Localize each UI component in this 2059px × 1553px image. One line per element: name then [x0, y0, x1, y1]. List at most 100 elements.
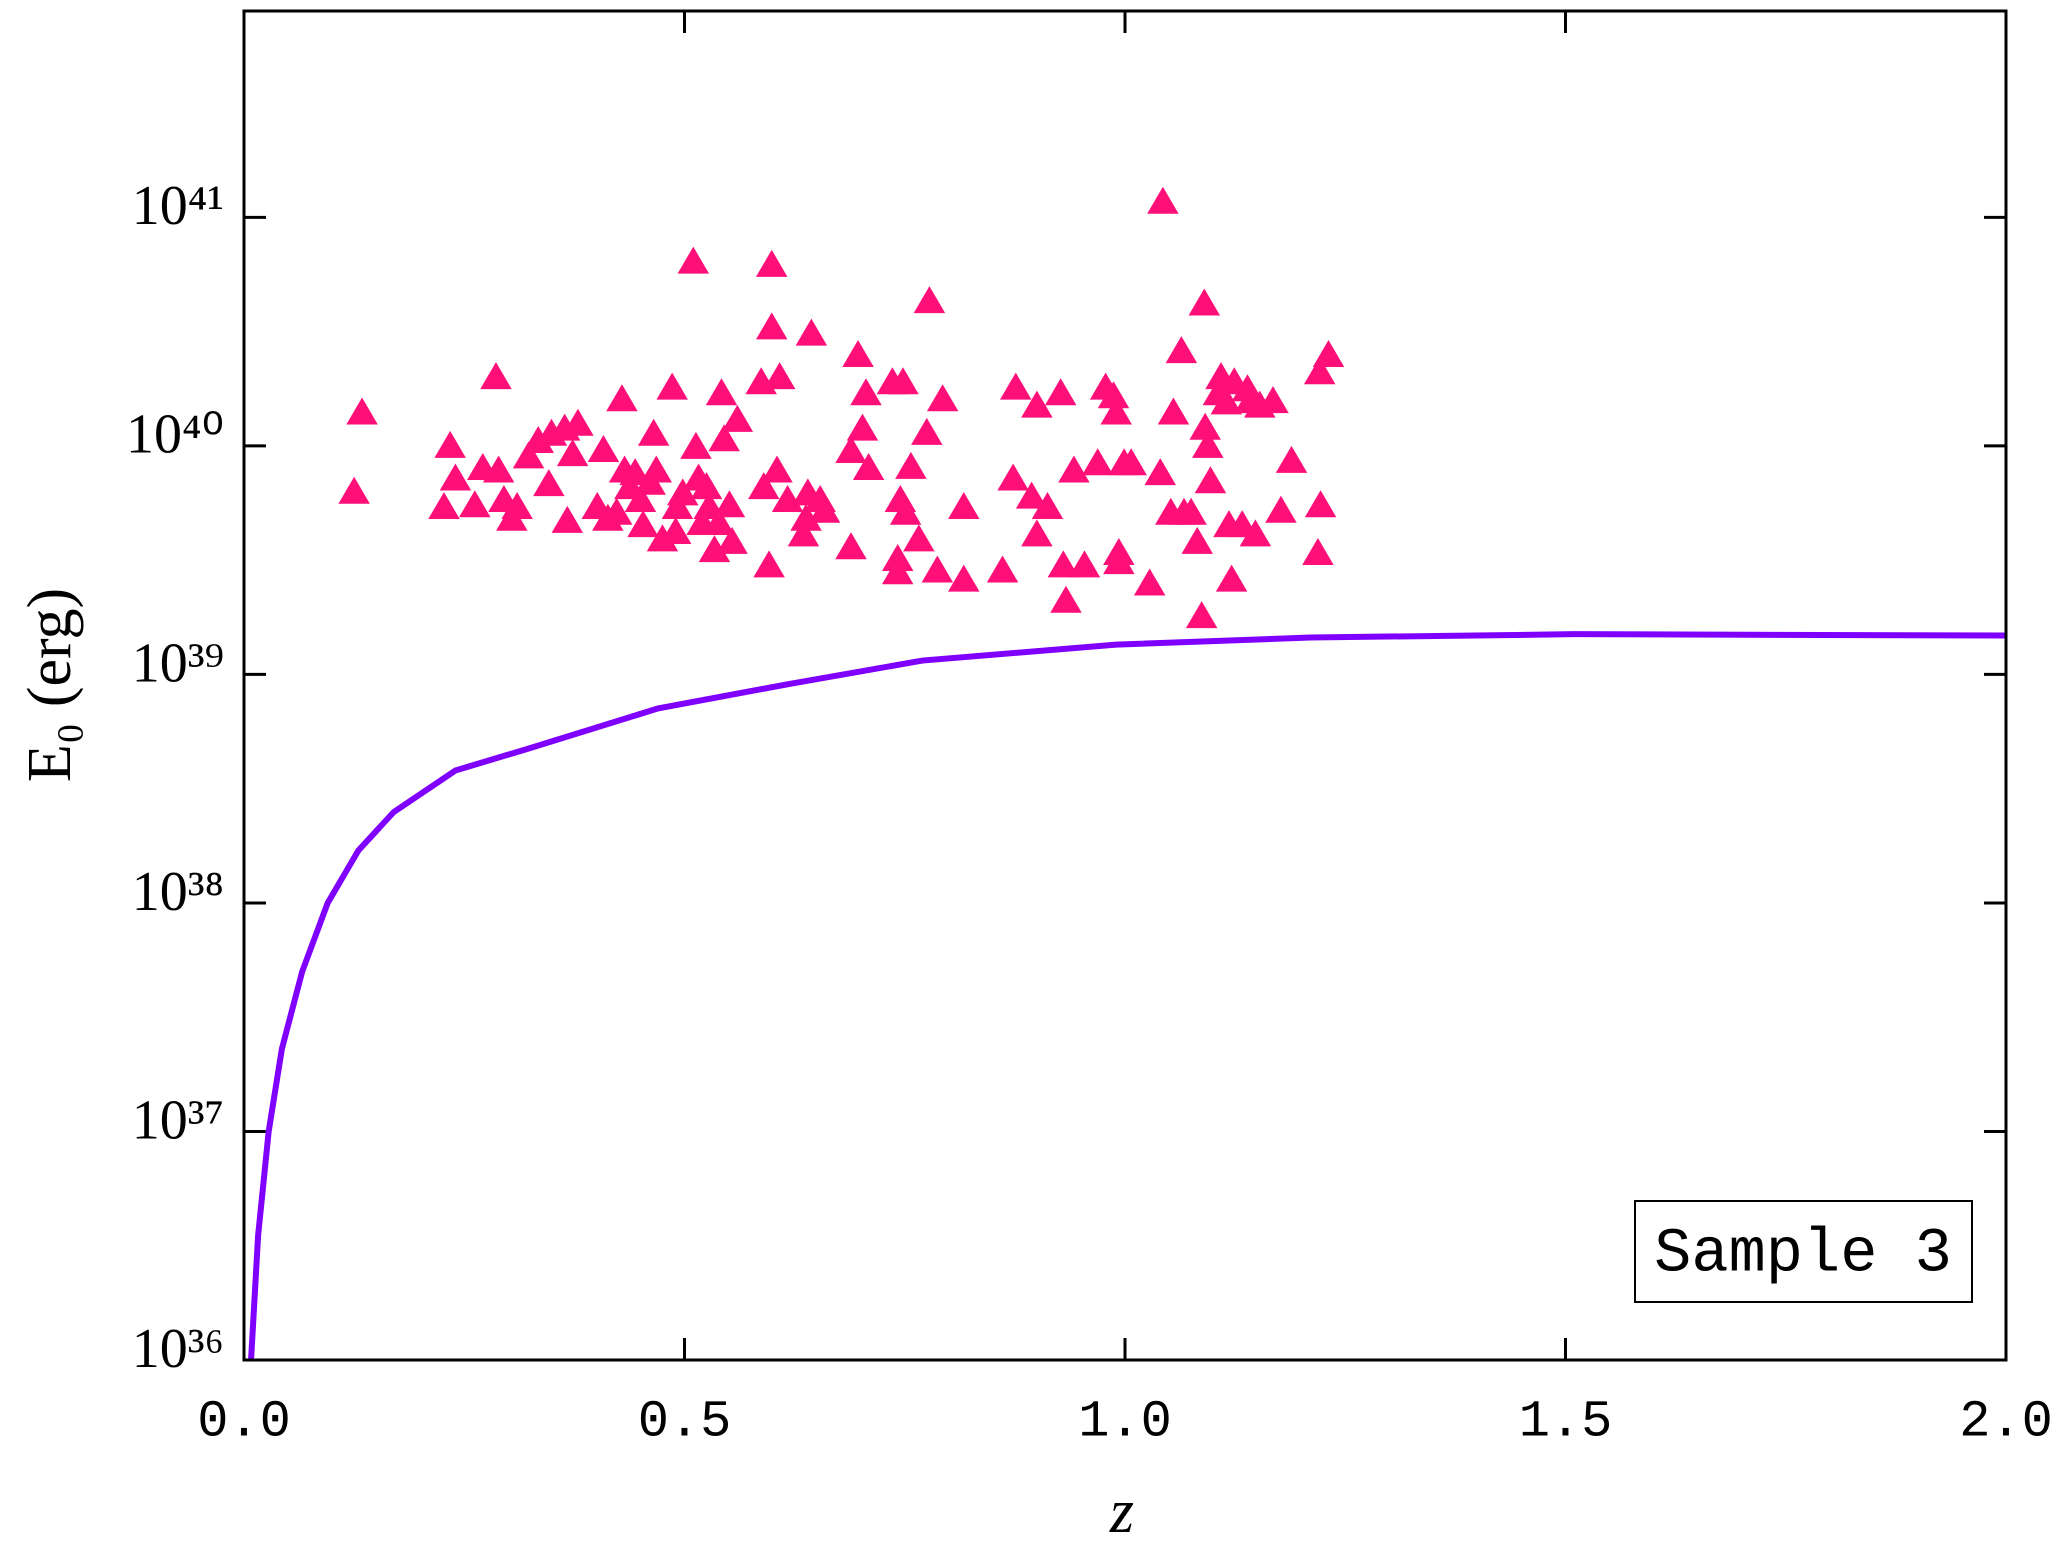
- x-tick-label: 0.0: [197, 1393, 291, 1452]
- triangle-marker: [600, 497, 633, 525]
- triangle-marker: [338, 476, 370, 504]
- triangle-marker: [842, 339, 874, 367]
- triangle-marker: [1081, 448, 1114, 476]
- x-tick-label: 2.0: [1959, 1393, 2053, 1452]
- triangle-marker: [1103, 547, 1135, 575]
- triangle-marker: [1015, 481, 1048, 509]
- triangle-marker: [640, 455, 673, 483]
- triangle-marker: [913, 286, 946, 314]
- plot-frame: [242, 9, 2008, 1362]
- triangle-marker: [1175, 497, 1207, 525]
- triangle-marker: [1231, 374, 1264, 402]
- triangle-marker: [835, 532, 867, 560]
- triangle-marker: [661, 492, 694, 520]
- triangle-marker: [551, 505, 584, 533]
- triangle-marker: [713, 490, 746, 518]
- triangle-marker: [703, 507, 735, 535]
- triangle-marker: [1097, 381, 1130, 409]
- triangle-marker: [846, 413, 879, 441]
- curve: [248, 631, 2006, 1360]
- triangle-marker: [790, 503, 822, 531]
- triangle-marker: [501, 492, 533, 520]
- triangle-marker: [763, 362, 796, 390]
- triangle-marker: [835, 435, 867, 463]
- triangle-marker: [1210, 387, 1243, 415]
- triangle-marker: [911, 417, 943, 445]
- triangle-marker: [1050, 585, 1082, 613]
- triangle-marker: [1100, 397, 1132, 425]
- triangle-marker: [1194, 466, 1227, 494]
- triangle-marker: [1304, 490, 1337, 518]
- triangle-marker: [522, 426, 555, 454]
- triangle-marker: [480, 362, 512, 390]
- y-axis-label: E₀ (erg): [16, 588, 84, 782]
- triangle-marker: [1215, 564, 1248, 592]
- triangle-marker: [482, 455, 515, 483]
- triangle-marker: [606, 384, 638, 412]
- triangle-marker: [1068, 550, 1101, 578]
- triangle-marker: [753, 550, 785, 578]
- triangle-marker: [1144, 458, 1176, 486]
- triangle-marker: [1058, 455, 1090, 483]
- triangle-marker: [690, 472, 723, 500]
- triangle-marker: [755, 312, 788, 340]
- y-tick-label: 10³⁶: [132, 1318, 224, 1380]
- triangle-marker: [346, 397, 378, 425]
- y-tick-label: 10³⁸: [132, 861, 224, 923]
- triangle-marker: [948, 564, 980, 592]
- triangle-marker: [1133, 568, 1166, 596]
- triangle-marker: [1181, 526, 1213, 554]
- triangle-marker: [1312, 339, 1345, 367]
- y-tick-label: 10³⁷: [132, 1089, 224, 1151]
- triangle-marker: [895, 451, 927, 479]
- triangle-marker: [677, 246, 710, 274]
- triangle-marker: [656, 372, 688, 400]
- triangle-marker: [562, 408, 594, 436]
- triangle-marker: [948, 492, 980, 520]
- x-axis-label: z: [1109, 1478, 1134, 1546]
- annotation: Sample 3: [1654, 1218, 1952, 1289]
- triangle-marker: [889, 497, 922, 525]
- triangle-marker: [1021, 519, 1053, 547]
- triangle-marker: [533, 469, 565, 497]
- triangle-marker: [1188, 288, 1221, 316]
- triangle-marker: [716, 526, 748, 554]
- triangle-marker: [721, 404, 754, 432]
- triangle-marker: [428, 492, 460, 520]
- triangle-marker: [1000, 372, 1032, 400]
- triangle-marker: [1265, 495, 1297, 523]
- triangle-marker: [459, 490, 491, 518]
- triangle-marker: [986, 555, 1019, 583]
- triangle-marker: [1302, 537, 1334, 565]
- triangle-marker: [921, 555, 954, 583]
- triangle-marker: [997, 463, 1029, 491]
- triangle-marker: [1031, 492, 1064, 520]
- x-tick-label: 0.5: [638, 1393, 732, 1452]
- triangle-marker: [1239, 519, 1272, 547]
- triangle-marker: [666, 478, 699, 506]
- triangle-marker: [850, 378, 882, 406]
- triangle-marker: [659, 516, 692, 544]
- triangle-marker: [903, 524, 935, 552]
- triangle-marker: [852, 453, 885, 481]
- triangle-marker: [1115, 448, 1147, 476]
- triangle-marker: [1044, 378, 1077, 406]
- triangle-marker: [787, 519, 820, 547]
- triangle-marker: [646, 524, 679, 552]
- triangle-marker: [795, 318, 828, 346]
- triangle-marker: [1185, 601, 1218, 629]
- triangle-marker: [1189, 412, 1221, 440]
- triangle-marker: [627, 510, 659, 538]
- y-tick-label: 10⁴¹: [132, 175, 224, 237]
- triangle-marker: [439, 463, 472, 491]
- triangle-marker: [698, 535, 731, 563]
- triangle-marker: [1157, 397, 1190, 425]
- triangle-marker: [1147, 186, 1179, 214]
- triangle-marker: [587, 434, 620, 462]
- triangle-marker: [680, 431, 712, 459]
- triangle-marker: [748, 472, 780, 500]
- x-tick-label: 1.5: [1519, 1393, 1613, 1452]
- triangle-marker: [1021, 390, 1053, 418]
- triangle-marker: [1165, 336, 1198, 364]
- triangle-marker: [512, 441, 545, 469]
